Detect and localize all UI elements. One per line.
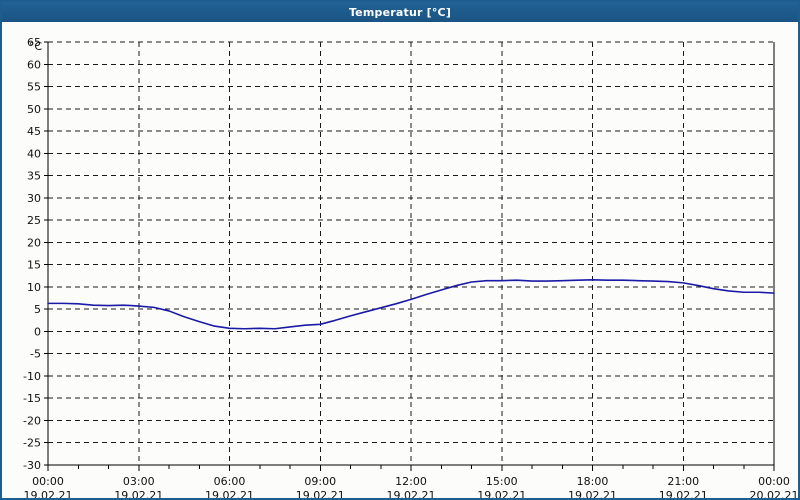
x-tick-date-label: 19.02.21 [387, 489, 436, 498]
y-tick-label: -10 [23, 370, 41, 383]
x-tick-date-label: 19.02.21 [114, 489, 163, 498]
x-tick-time-label: 12:00 [395, 475, 427, 488]
x-tick-time-label: 00:00 [758, 475, 790, 488]
x-tick-time-label: 06:00 [214, 475, 246, 488]
x-tick-date-label: 19.02.21 [296, 489, 345, 498]
y-tick-label: 5 [34, 303, 41, 316]
x-tick-time-label: 21:00 [667, 475, 699, 488]
series-layer [47, 278, 775, 330]
y-tick-label: 40 [27, 147, 41, 160]
y-tick-label: 15 [27, 259, 41, 272]
y-tick-label: -20 [23, 414, 41, 427]
axis-layer [44, 41, 775, 471]
y-tick-label: 30 [27, 192, 41, 205]
x-tick-time-label: 00:00 [32, 475, 64, 488]
y-tick-label: 50 [27, 103, 41, 116]
y-tick-label: 0 [34, 325, 41, 338]
grid-layer [48, 41, 774, 465]
y-tick-label: 65 [27, 36, 41, 49]
y-tick-label: 55 [27, 81, 41, 94]
y-tick-label: 35 [27, 170, 41, 183]
y-axis-tick-labels: 65605550454035302520151050-5-10-15-20-25… [23, 36, 41, 472]
temperature-line-chart: 65605550454035302520151050-5-10-15-20-25… [23, 36, 798, 498]
y-axis-unit-label: °C [29, 40, 43, 53]
y-tick-label: -15 [23, 392, 41, 405]
data-series-line [47, 278, 775, 330]
x-tick-time-label: 18:00 [577, 475, 609, 488]
y-tick-label: 25 [27, 214, 41, 227]
y-tick-label: 60 [27, 58, 41, 71]
y-tick-label: -5 [30, 348, 41, 361]
y-tick-label: 10 [27, 281, 41, 294]
y-tick-label: 20 [27, 236, 41, 249]
x-tick-date-label: 19.02.21 [205, 489, 254, 498]
x-tick-time-label: 09:00 [304, 475, 336, 488]
chart-canvas: 65 60 55 50 45 40 35 30 25 20 15 10 5 0 -5 -10 -15 -20 -25… [2, 22, 798, 498]
window-title: Temperatur [°C] [348, 5, 452, 19]
window-titlebar: Temperatur [°C] [2, 2, 798, 22]
x-tick-date-label: 20.02.21 [750, 489, 798, 498]
y-tick-label: -30 [23, 459, 41, 472]
x-tick-date-label: 19.02.21 [568, 489, 617, 498]
x-tick-date-label: 19.02.21 [24, 489, 73, 498]
x-axis-tick-labels: 00:0019.02.2103:0019.02.2106:0019.02.210… [24, 475, 798, 498]
x-tick-date-label: 19.02.21 [659, 489, 708, 498]
x-tick-date-label: 19.02.21 [477, 489, 526, 498]
y-tick-label: -25 [23, 437, 41, 450]
x-tick-time-label: 15:00 [486, 475, 518, 488]
x-tick-time-label: 03:00 [123, 475, 155, 488]
y-tick-label: 45 [27, 125, 41, 138]
